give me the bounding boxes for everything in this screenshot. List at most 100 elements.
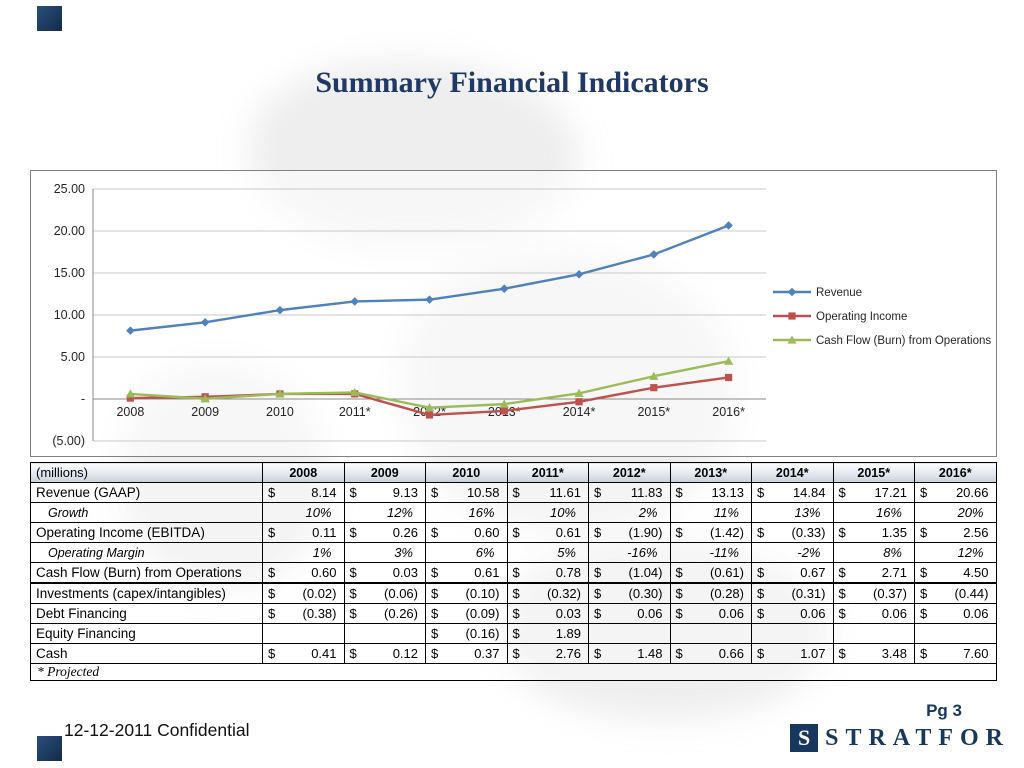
currency-cell: [343, 623, 426, 644]
dollar-sign: $: [349, 565, 357, 580]
cell-value: 1.89: [555, 626, 581, 641]
dollar-sign: $: [431, 565, 439, 580]
percent-cell: 12%: [914, 542, 997, 563]
stratfor-logo-text: STRATFOR: [825, 724, 1010, 751]
svg-text:Revenue: Revenue: [816, 287, 862, 299]
row-label: Revenue (GAAP): [30, 482, 263, 503]
summary-table: (millions) 2008 2009 2010 2011* 2012* 2013* 201…: [30, 462, 997, 681]
line-chart-svg: (5.00) - 5.00 10.00 15.00 20.00 25.00 2008 2009 2…: [52, 182, 991, 448]
percent-cell: 1%: [262, 542, 345, 563]
currency-cell: $0.06: [588, 603, 671, 624]
table-row: Growth 10% 12% 16% 10% 2% 11% 13% 16% 20%: [30, 502, 997, 523]
cell-value: 0.06: [881, 606, 907, 621]
currency-cell: $0.06: [751, 603, 834, 624]
dollar-sign: $: [675, 565, 683, 580]
dollar-sign: $: [757, 586, 765, 601]
currency-cell: $0.06: [914, 603, 997, 624]
currency-cell: $20.66: [914, 482, 997, 503]
currency-cell: $0.61: [506, 522, 589, 543]
corner-square-icon: [37, 736, 62, 761]
legend-item: Cash Flow (Burn) from Operations: [773, 335, 991, 347]
cell-value: 0.41: [311, 646, 337, 661]
table-header-year: 2009: [343, 462, 426, 483]
currency-cell: $ (1.90): [588, 522, 671, 543]
cell-value: 0.66: [718, 646, 744, 661]
currency-cell: $0.61: [425, 562, 508, 584]
table-header-millions: (millions): [30, 462, 263, 483]
cell-value: (0.30): [628, 586, 663, 601]
dollar-sign: $: [512, 606, 520, 621]
cell-value: (1.42): [710, 525, 744, 540]
currency-cell: $ (0.16): [425, 623, 508, 644]
cell-value: (0.06): [384, 586, 418, 601]
cell-value: 2.76: [555, 646, 581, 661]
dollar-sign: $: [757, 525, 765, 540]
currency-cell: $0.11: [262, 522, 345, 543]
dollar-sign: $: [920, 565, 928, 580]
svg-text:2010: 2010: [266, 405, 294, 419]
cell-value: (0.38): [302, 606, 337, 621]
table-row: Debt Financing $ (0.38) $ (0.26) $ (0.09) $0.03…: [30, 603, 997, 624]
currency-cell: $ (0.37): [832, 582, 915, 604]
svg-text:Operating Income: Operating Income: [816, 311, 907, 323]
table-header-year: 2010: [425, 462, 508, 483]
currency-cell: $ (0.02): [262, 582, 345, 604]
currency-cell: $0.41: [262, 643, 345, 664]
cell-value: 0.03: [555, 606, 581, 621]
table-header-year: 2012*: [588, 462, 671, 483]
currency-cell: $0.37: [425, 643, 508, 664]
currency-cell: $8.14: [262, 482, 345, 503]
cell-value: 0.26: [392, 525, 418, 540]
cell-value: 0.06: [963, 606, 989, 621]
dollar-sign: $: [512, 565, 520, 580]
percent-cell: 12%: [343, 502, 426, 523]
currency-cell: [588, 623, 671, 644]
svg-text:2016*: 2016*: [712, 405, 745, 419]
currency-cell: $2.76: [506, 643, 589, 664]
currency-cell: $0.67: [751, 562, 834, 584]
table-row: Cash $0.41 $0.12 $0.37 $2.76 $1.48 $0.66 $1.07 $…: [30, 643, 997, 664]
currency-cell: $0.06: [832, 603, 915, 624]
dollar-sign: $: [838, 586, 846, 601]
cell-value: 3.48: [881, 646, 907, 661]
dollar-sign: $: [431, 485, 439, 500]
cell-value: 14.84: [792, 485, 826, 500]
dollar-sign: $: [920, 586, 928, 601]
cell-value: 2.56: [963, 525, 989, 540]
percent-cell: -16%: [588, 542, 671, 563]
percent-cell: 10%: [506, 502, 589, 523]
row-label: Equity Financing: [30, 623, 263, 644]
dollar-sign: $: [268, 586, 276, 601]
currency-cell: $2.56: [914, 522, 997, 543]
currency-cell: $0.60: [262, 562, 345, 584]
currency-cell: $17.21: [832, 482, 915, 503]
currency-cell: $2.71: [832, 562, 915, 584]
currency-cell: $1.07: [751, 643, 834, 664]
cell-value: 0.06: [637, 606, 663, 621]
svg-text:20.00: 20.00: [54, 224, 85, 238]
cell-value: (0.33): [791, 525, 826, 540]
stratfor-logo: S STRATFOR: [790, 724, 1010, 752]
currency-cell: $1.35: [832, 522, 915, 543]
percent-cell: 3%: [343, 542, 426, 563]
table-header-year: 2008: [262, 462, 345, 483]
dollar-sign: $: [431, 606, 439, 621]
currency-cell: $ (1.04): [588, 562, 671, 584]
percent-cell: 13%: [751, 502, 834, 523]
dollar-sign: $: [675, 525, 683, 540]
currency-cell: $0.03: [506, 603, 589, 624]
table-header-year: 2013*: [669, 462, 752, 483]
dollar-sign: $: [431, 525, 439, 540]
dollar-sign: $: [594, 485, 602, 500]
dollar-sign: $: [757, 606, 765, 621]
dollar-sign: $: [920, 525, 928, 540]
dollar-sign: $: [757, 485, 765, 500]
cell-value: 20.66: [955, 485, 989, 500]
table-row: Equity Financing $ (0.16) $1.89: [30, 623, 997, 644]
currency-cell: $0.78: [506, 562, 589, 584]
svg-text:25.00: 25.00: [54, 182, 85, 196]
svg-text:5.00: 5.00: [61, 350, 85, 364]
currency-cell: $0.06: [669, 603, 752, 624]
cell-value: (0.37): [873, 586, 907, 601]
dollar-sign: $: [920, 485, 928, 500]
